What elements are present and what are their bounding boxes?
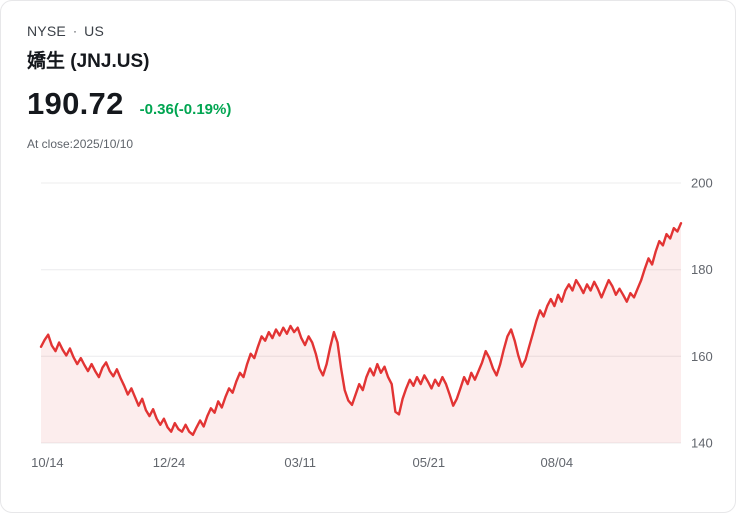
price-row: 190.72 -0.36(-0.19%) — [27, 86, 709, 122]
price-line — [39, 222, 683, 436]
price-change: -0.36(-0.19%) — [139, 101, 232, 118]
x-axis-tick-label: 10/14 — [31, 455, 64, 470]
x-axis-tick-label: 08/04 — [541, 455, 574, 470]
exchange-row: NYSE · US — [27, 23, 709, 39]
as-of-timestamp: At close:2025/10/10 — [27, 137, 134, 151]
price-area-fill — [41, 223, 681, 443]
x-axis-tick-label: 12/24 — [153, 455, 186, 470]
y-axis-tick-label: 140 — [691, 436, 713, 451]
chart-area[interactable]: 140 160 180 200 10/14 12/24 03/11 05/21 08/04 — [1, 165, 736, 505]
last-price: 190.72 — [27, 86, 124, 121]
separator-dot: · — [72, 24, 78, 38]
y-axis-tick-label: 180 — [691, 262, 713, 277]
region-label: US — [84, 23, 104, 39]
quote-header: NYSE · US 嬌生 (JNJ.US) 190.72 -0.36(-0.19… — [1, 1, 735, 151]
y-axis-tick-label: 160 — [691, 349, 713, 364]
y-axis-tick-label: 200 — [691, 176, 713, 191]
price-chart[interactable]: 140 160 180 200 10/14 12/24 03/11 05/21 08/04 — [1, 165, 736, 505]
x-axis-tick-label: 05/21 — [413, 455, 446, 470]
x-axis-tick-label: 03/11 — [284, 455, 316, 470]
stock-name: 嬌生 (JNJ.US) — [27, 51, 150, 72]
exchange-label: NYSE — [27, 23, 66, 39]
